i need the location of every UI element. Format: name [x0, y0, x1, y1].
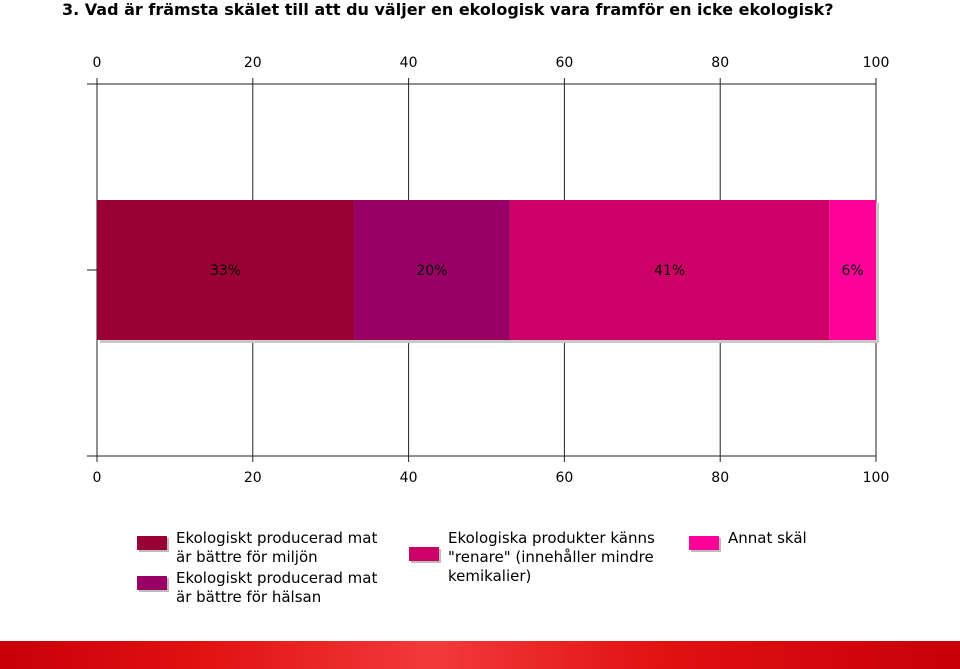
- bottom-tick-label: 80: [711, 470, 729, 486]
- bar-data-label-2: 20%: [416, 263, 447, 279]
- legend-swatch-annat: [689, 536, 719, 550]
- legend-label-halsan: Ekologiskt producerad mat är bättre för …: [176, 569, 378, 606]
- bar-data-label-3: 41%: [654, 263, 685, 279]
- legend-label-renare: Ekologiska produkter känns "renare" (inn…: [448, 529, 655, 585]
- top-tick-label: 80: [711, 55, 729, 71]
- footer-bar: [0, 641, 960, 669]
- chart-title: 3. Vad är främsta skälet till att du väl…: [62, 0, 834, 19]
- legend-item-miljon: Ekologiskt producerad mat är bättre för …: [137, 529, 377, 567]
- bottom-tick-label: 100: [863, 470, 890, 486]
- bottom-tick-label: 40: [400, 470, 418, 486]
- legend-label-annat: Annat skäl: [728, 529, 807, 547]
- top-tick-label: 40: [400, 55, 418, 71]
- bar-data-label-1: 33%: [210, 263, 241, 279]
- legend-item-annat: Annat skäl: [689, 529, 807, 550]
- legend-swatch-miljon: [137, 536, 167, 550]
- bar-segment-2: [354, 200, 510, 340]
- bar-data-label-4: 6%: [842, 263, 864, 279]
- legend-item-halsan: Ekologiskt producerad mat är bättre för …: [137, 569, 377, 607]
- top-tick-label: 0: [93, 55, 102, 71]
- legend-swatch-halsan: [137, 576, 167, 590]
- legend-item-renare: Ekologiska produkter känns "renare" (inn…: [409, 529, 655, 586]
- top-tick-label: 60: [555, 55, 573, 71]
- top-tick-label: 100: [863, 55, 890, 71]
- stacked-bar-chart: 0 0 20 20 40 40 60 60 80 80 100 100 33% 20% 41% 6%: [87, 55, 890, 486]
- bottom-tick-label: 60: [555, 470, 573, 486]
- bar-segment-3: [509, 200, 830, 340]
- bar-segment-4: [829, 200, 876, 340]
- legend-swatch-renare: [409, 547, 439, 561]
- bar-segment-1: [97, 200, 355, 340]
- top-tick-label: 20: [244, 55, 262, 71]
- legend-label-miljon: Ekologiskt producerad mat är bättre för …: [176, 529, 378, 566]
- bottom-tick-label: 0: [93, 470, 102, 486]
- bottom-tick-label: 20: [244, 470, 262, 486]
